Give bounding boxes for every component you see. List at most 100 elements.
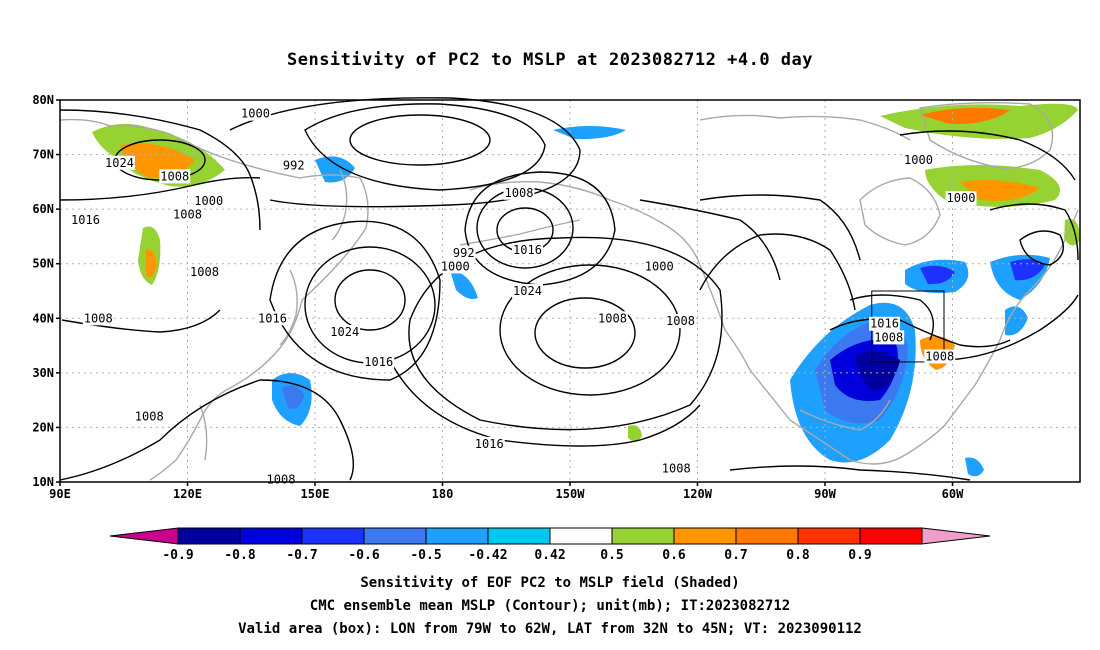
contour-label-backing — [363, 354, 395, 369]
contour-label: 1008 — [190, 265, 219, 279]
coastline-hudson-bay — [859, 177, 941, 246]
contour-labrador-1000-east — [989, 203, 1079, 261]
colorbar-swatch — [177, 527, 241, 545]
contour-label: 1008 — [598, 311, 627, 325]
contour-na-1008-west — [639, 199, 781, 281]
shade-negative-us-east-deep — [855, 351, 900, 392]
colorbar-swatch — [673, 527, 737, 545]
contour-label-backing — [172, 207, 203, 222]
contour-label: 1008 — [662, 461, 691, 475]
contour-label-backing — [869, 316, 900, 331]
lon-label: 60W — [942, 487, 964, 501]
shade-positive-pacific-small — [628, 425, 642, 442]
caption-line-2: CMC ensemble mean MSLP (Contour); unit(m… — [309, 598, 791, 614]
colorbar-label: 0.6 — [662, 548, 686, 563]
contour-label: 1000 — [645, 259, 674, 273]
colorbar-labels: -0.9 -0.8 -0.7 -0.6 -0.5 -0.42 0.42 0.5 0.6 0.7 0.… — [162, 548, 871, 563]
contour-label: 1008 — [173, 208, 202, 222]
colorbar-label: -0.42 — [468, 548, 507, 563]
contour-label: 1008 — [135, 410, 164, 424]
colorbar — [109, 527, 991, 545]
contour-label-backing — [104, 155, 135, 170]
contour-siberia-1016 — [59, 177, 261, 201]
lat-label: 20N — [32, 420, 54, 434]
contour-label-backing — [512, 284, 543, 298]
contour-labrador-low — [1019, 230, 1064, 266]
lon-label: 90E — [49, 487, 71, 501]
coastline-japan — [279, 269, 298, 346]
contour-label-backing — [924, 349, 956, 364]
contour-label: 1008 — [160, 169, 189, 183]
colorbar-swatch — [301, 527, 365, 545]
coastline-philippines — [199, 404, 208, 461]
lat-label: 80N — [32, 93, 54, 107]
shade-negative-arctic — [553, 126, 626, 140]
lat-label: 40N — [32, 311, 54, 325]
shade-positive-greenland-core — [920, 107, 1010, 125]
contour-west-high-1024 — [334, 269, 406, 331]
contour-label: 1024 — [105, 156, 134, 170]
contour-arctic-low-1000 — [304, 103, 546, 191]
contour-label: 1008 — [267, 472, 296, 486]
colorbar-swatch — [425, 527, 489, 545]
coastline-arctic-islands — [699, 114, 911, 141]
coastline-alaska — [469, 181, 791, 421]
contour-pacific-high-1016 — [499, 264, 681, 396]
colorbar-left-arrow — [109, 527, 179, 545]
longitude-labels: 90E 120E 150E 180 150W 120W 90W 60W — [49, 482, 964, 501]
lon-label: 90W — [814, 487, 836, 501]
shade-negative-atlantic-small — [1005, 306, 1028, 336]
contour-labrador-1000 — [899, 130, 1076, 181]
contour-aleutian-low-1008 — [464, 171, 616, 286]
map-grid — [60, 100, 1080, 482]
contour-label: 1024 — [513, 284, 542, 298]
contour-label-backing — [873, 330, 905, 345]
contour-na-1016-east — [849, 294, 934, 341]
coastline-aleutians — [459, 219, 581, 246]
coastline-gulf-mexico — [799, 399, 891, 431]
colorbar-swatch — [239, 527, 303, 545]
contour-label-backing — [257, 311, 288, 326]
contour-label: 992 — [453, 246, 475, 260]
lon-label: 150E — [301, 487, 330, 501]
contour-label: 1016 — [71, 213, 100, 227]
shade-negative-aleutian — [450, 270, 478, 299]
contour-label: 1016 — [258, 311, 287, 325]
contour-na-1008-east — [829, 318, 1011, 348]
contour-gulf-1008 — [729, 465, 971, 481]
contour-label: 1008 — [925, 349, 954, 363]
contour-label: 1008 — [84, 311, 113, 325]
lat-label: 50N — [32, 257, 54, 271]
contour-pacific-high-1016-outer — [408, 236, 723, 431]
contour-label-backing — [193, 193, 225, 208]
lon-label: 180 — [432, 487, 454, 501]
colorbar-label: 0.8 — [786, 548, 810, 563]
contour-label-backing — [265, 472, 297, 487]
contour-label: 992 — [283, 158, 305, 172]
coastline-north-america-east — [789, 209, 1079, 465]
contour-label: 1000 — [241, 107, 270, 121]
shade-negative-kamchatka — [315, 156, 355, 183]
latitude-labels: 80N 70N 60N 50N 40N 30N 20N 10N — [32, 93, 60, 489]
contour-atlantic-1008 — [939, 294, 1079, 361]
contour-label-backing — [189, 264, 220, 279]
contour-label: 1016 — [364, 355, 393, 369]
contour-label-backing — [503, 185, 535, 200]
coastlines — [59, 101, 1079, 481]
contour-label-backing — [82, 311, 114, 326]
contour-label-backing — [240, 106, 271, 121]
coastline-greenland — [919, 101, 1054, 169]
shade-positive-labrador-core — [960, 180, 1040, 201]
colorbar-label: -0.9 — [162, 548, 193, 563]
lon-label: 120W — [683, 487, 713, 501]
contour-label-backing — [451, 245, 476, 260]
contour-label-backing — [665, 314, 696, 329]
contour-na-1000 — [699, 194, 861, 261]
colorbar-swatch — [611, 527, 675, 545]
shade-negative-great-lakes-core — [920, 265, 955, 285]
colorbar-swatch — [487, 527, 551, 545]
shade-negative-caribbean — [965, 457, 984, 477]
lat-label: 60N — [32, 202, 54, 216]
contour-label: 1008 — [874, 330, 903, 344]
contour-arctic-low-992 — [349, 114, 491, 166]
